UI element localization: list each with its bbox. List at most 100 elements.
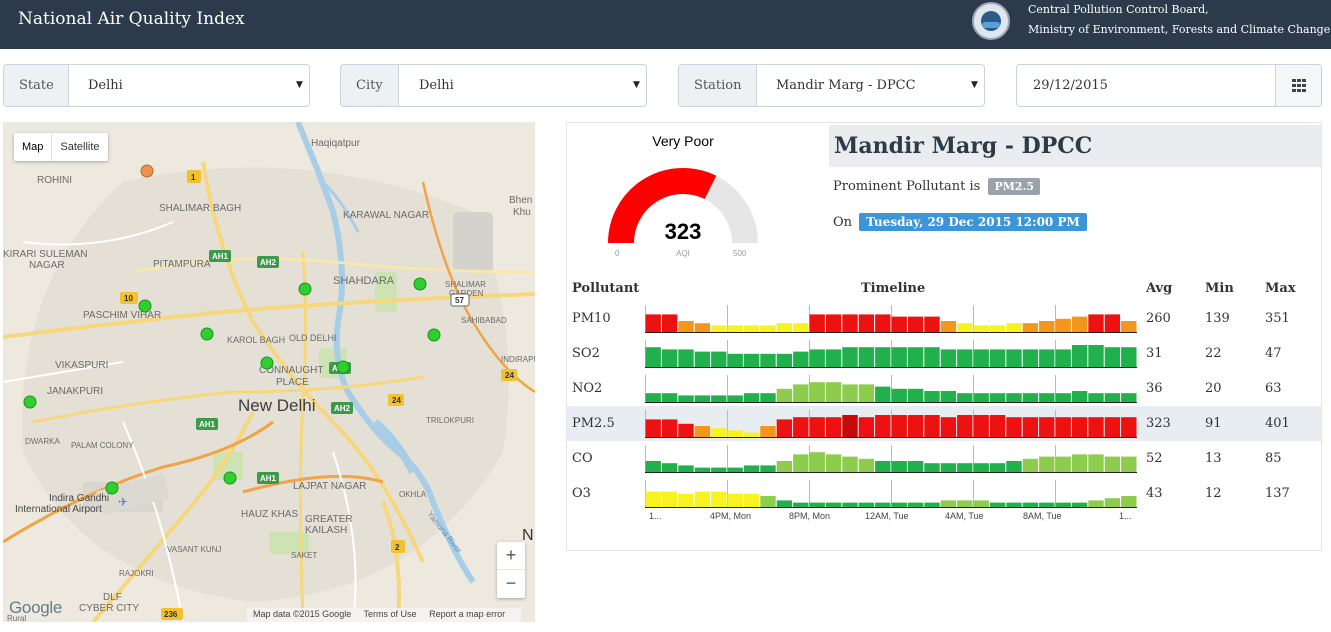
timeline-bar	[645, 491, 661, 507]
pollutant-max: 47	[1265, 346, 1282, 361]
map-data-text: Map data ©2015 Google	[253, 609, 352, 619]
timeline-bar	[907, 502, 924, 507]
zoom-control[interactable]: + −	[497, 542, 525, 598]
station-map[interactable]: ✈ ROHINI Haqiqatpur Bhen Khu SHALIMAR BA…	[3, 122, 535, 622]
map-canvas[interactable]: ✈ ROHINI Haqiqatpur Bhen Khu SHALIMAR BA…	[3, 122, 535, 622]
timeline-bar	[1121, 496, 1137, 507]
timeline-bar	[858, 384, 875, 402]
timeline-bar	[694, 467, 711, 472]
timeline-bar	[825, 417, 842, 437]
station-select[interactable]: Station Mandir Marg - DPCC ▼	[678, 64, 985, 107]
timeline-bar	[842, 314, 858, 332]
timeline-bar	[645, 419, 661, 437]
map-label: RAJOKRI	[119, 569, 154, 578]
timeline-sparkbars[interactable]	[645, 301, 1137, 336]
timeline-bar	[891, 502, 907, 507]
timeline-bar	[1022, 458, 1039, 472]
station-marker[interactable]	[298, 282, 312, 296]
timeline-bar	[924, 391, 940, 402]
timeline-bar	[793, 454, 809, 472]
timeline-bar	[809, 417, 825, 437]
map-type-control[interactable]: Map Satellite	[14, 133, 108, 161]
timeline-bar	[661, 463, 678, 472]
pollutant-min: 20	[1205, 381, 1222, 396]
report-error-link[interactable]: Report a map error	[429, 609, 506, 619]
timeline-bar	[645, 347, 661, 367]
timeline-bar	[842, 502, 858, 507]
map-label: KAROL BAGH	[227, 335, 285, 345]
datetime-badge: Tuesday, 29 Dec 2015 12:00 PM	[859, 213, 1087, 231]
timeline-bar	[989, 415, 1006, 437]
timeline-bar	[661, 393, 678, 402]
date-picker[interactable]: 29/12/2015	[1016, 64, 1322, 107]
timeline-bar	[1104, 498, 1121, 507]
timeline-bar	[1121, 347, 1137, 367]
city-select[interactable]: City Delhi ▼	[340, 64, 647, 107]
zoom-in-button[interactable]: +	[497, 542, 525, 570]
timeline-sparkbars[interactable]	[645, 476, 1137, 511]
route-shield	[391, 540, 405, 553]
timeline-bar	[711, 428, 727, 437]
station-marker[interactable]	[260, 356, 274, 370]
timeline-bar	[907, 388, 924, 402]
timeline-bar	[1071, 454, 1088, 472]
zoom-out-button[interactable]: −	[505, 573, 517, 593]
terms-link[interactable]: Terms of Use	[363, 609, 417, 619]
timeline-bar	[1071, 316, 1088, 332]
map-label: CYBER CITY	[79, 603, 139, 614]
state-select[interactable]: State Delhi ▼	[3, 64, 310, 107]
timeline-bar	[727, 353, 743, 367]
timeline-sparkbars[interactable]	[645, 441, 1137, 476]
aqi-gauge: Very Poor 323 0 AQI 500	[567, 123, 827, 268]
timeline-sparkbars[interactable]	[645, 336, 1137, 371]
aqi-min: 0	[615, 249, 620, 258]
station-marker[interactable]	[105, 481, 119, 495]
route-shield	[209, 250, 231, 262]
map-type-map[interactable]: Map	[14, 133, 53, 161]
pollutant-avg: 323	[1146, 416, 1171, 431]
pollutant-avg: 43	[1146, 486, 1163, 501]
pollutant-min: 12	[1205, 486, 1222, 501]
station-marker[interactable]	[23, 395, 37, 409]
map-type-satellite[interactable]: Satellite	[60, 141, 100, 153]
route-shield	[120, 292, 138, 304]
timeline-sparkbars[interactable]	[645, 371, 1137, 406]
timeline-bar	[776, 500, 793, 507]
station-marker[interactable]	[138, 299, 152, 313]
timeline-bar	[940, 391, 957, 402]
map-label: VIKASPURI	[55, 360, 108, 371]
map-label-city: New Delhi	[238, 396, 315, 415]
timeline-bar	[875, 461, 891, 472]
timeline-bar	[809, 314, 825, 332]
station-marker[interactable]	[223, 471, 237, 485]
route-shield	[501, 369, 517, 381]
map-label: PALAM COLONY	[71, 441, 134, 450]
pollutant-max: 137	[1265, 486, 1290, 501]
timeline-bar	[875, 347, 891, 367]
date-value[interactable]: 29/12/2015	[1033, 78, 1108, 93]
station-marker[interactable]	[200, 327, 214, 341]
timeline-bar	[711, 395, 727, 402]
station-marker[interactable]	[140, 164, 154, 178]
station-marker[interactable]	[413, 277, 427, 291]
timeline-bar	[711, 325, 727, 332]
aqi-gauge-arc	[608, 168, 758, 244]
station-marker[interactable]	[336, 360, 350, 374]
timeline-bar	[1121, 456, 1137, 472]
station-marker[interactable]	[427, 328, 441, 342]
timeline-bar	[1022, 323, 1039, 332]
timeline-bar	[1088, 345, 1104, 367]
timeline-bar	[760, 353, 776, 367]
pollutant-row: PM10 260 139 351	[567, 301, 1321, 336]
timeline-bar	[825, 314, 842, 332]
station-panel: Very Poor 323 0 AQI 500 Mandir Marg - DP…	[566, 122, 1322, 551]
timeline-bar	[973, 415, 989, 437]
timeline-bar	[940, 500, 957, 507]
timeline-bar	[743, 353, 760, 367]
timeline-bar	[760, 496, 776, 507]
timeline-bar	[743, 493, 760, 507]
timeline-bar	[875, 314, 891, 332]
calendar-button[interactable]	[1275, 65, 1321, 106]
timeline-bar	[743, 393, 760, 402]
timeline-sparkbars[interactable]	[645, 406, 1137, 441]
